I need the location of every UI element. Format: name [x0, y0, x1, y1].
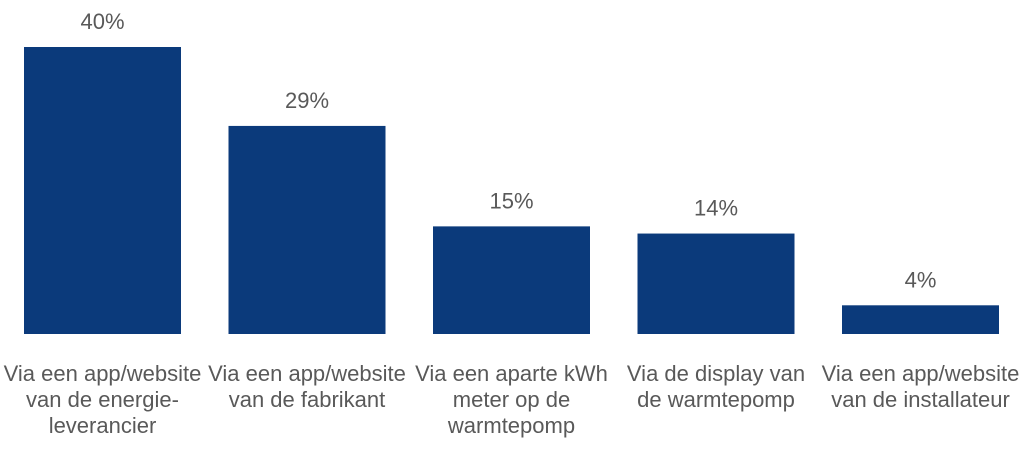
value-label: 15% [489, 188, 533, 213]
category-label: Via een aparte kWh meter op de warmtepom… [415, 361, 608, 438]
bar [228, 125, 386, 334]
value-label: 4% [905, 267, 937, 292]
category-label: Via de display van de warmtepomp [626, 361, 806, 412]
value-label: 29% [285, 88, 329, 113]
bar [24, 47, 181, 334]
category-label: Via een app/website van de installateur [821, 361, 1020, 412]
bar [637, 233, 795, 334]
bar [433, 226, 590, 334]
value-label: 14% [694, 196, 738, 221]
category-label: Via een app/website van de fabrikant [208, 361, 406, 412]
value-label: 40% [80, 9, 124, 34]
bar [842, 305, 999, 334]
category-label: Via een app/website van de energie-lever… [3, 361, 202, 438]
